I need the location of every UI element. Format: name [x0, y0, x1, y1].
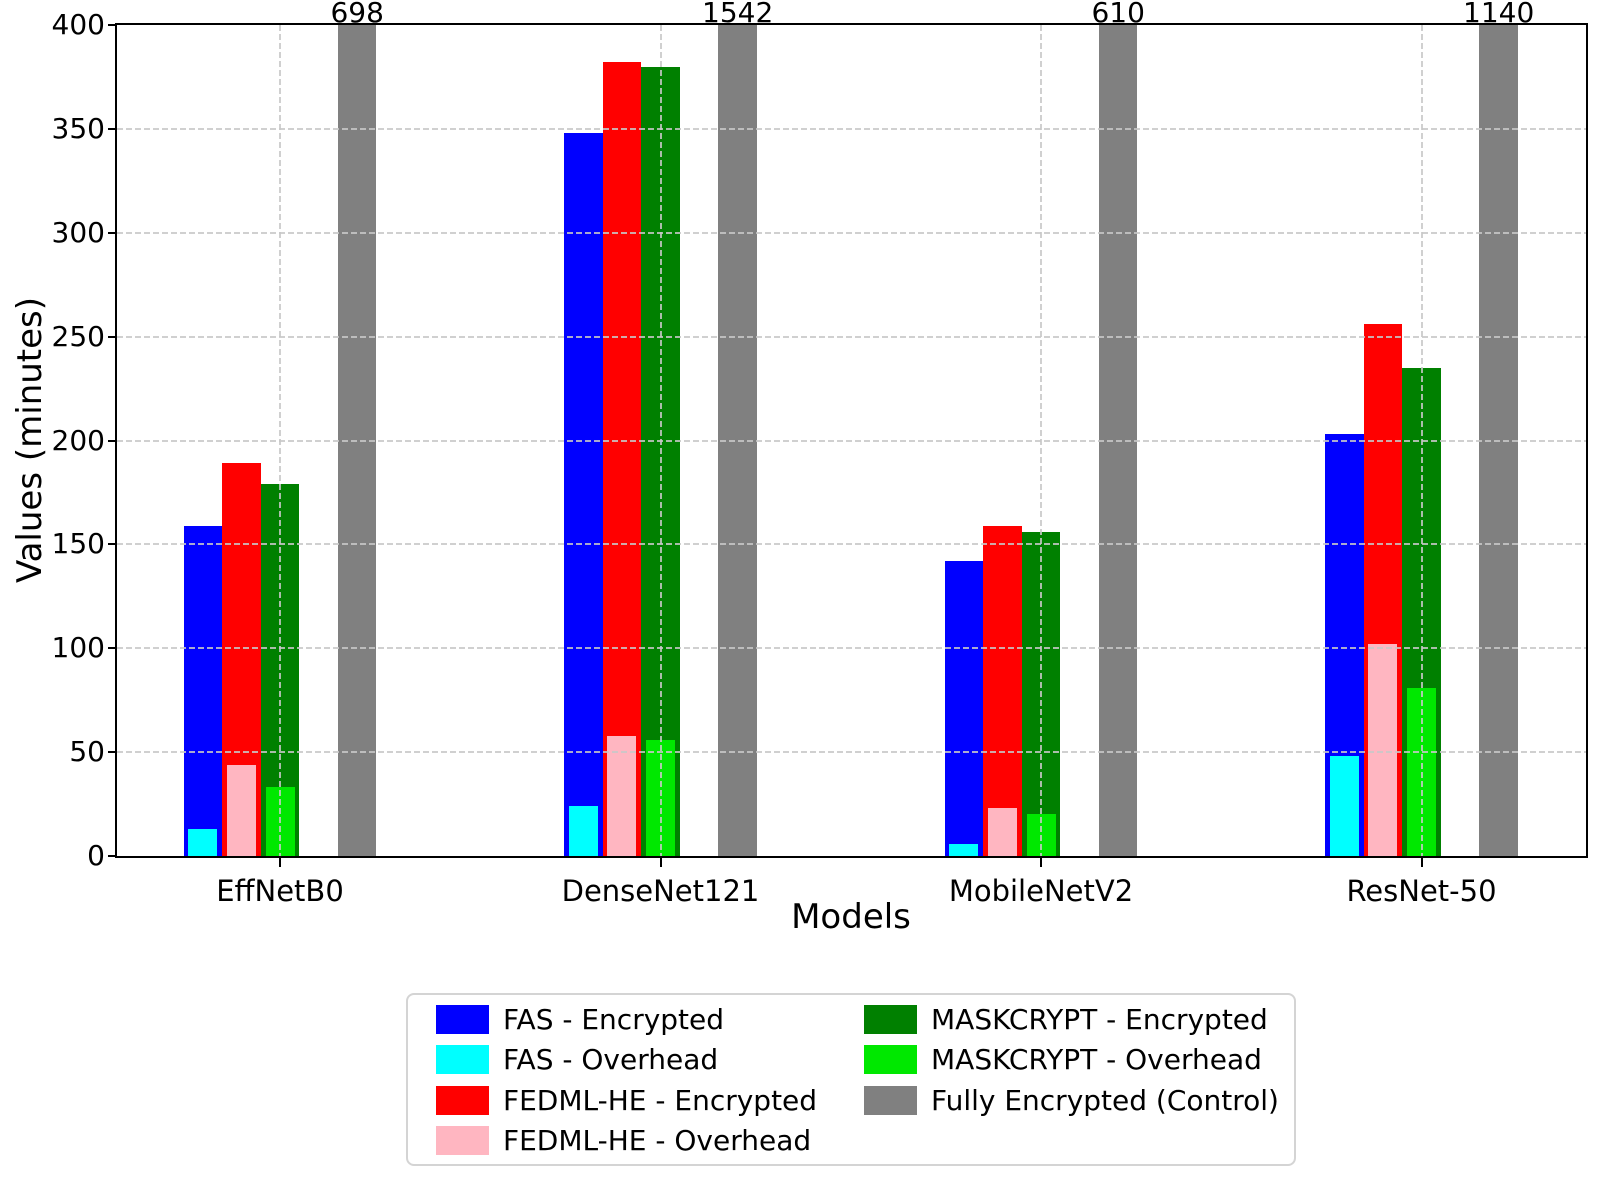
y-tick-label-150: 150 — [51, 527, 105, 561]
gridline-vertical-effnetb0 — [279, 25, 281, 856]
y-tick-label-100: 100 — [51, 631, 105, 665]
bar-fas-overhead-effnetb0 — [188, 828, 218, 856]
x-tick-label-mobilenetv2: MobileNetV2 — [948, 874, 1134, 908]
bar-fas-overhead-densenet121 — [568, 806, 598, 856]
legend-label-maskcrypt-encrypted: MASKCRYPT - Encrypted — [931, 1002, 1268, 1036]
legend-label-fedml-he-overhead: FEDML-HE - Overhead — [503, 1124, 812, 1157]
y-tick-mark-300 — [108, 231, 117, 234]
gridline-vertical-resnet-50 — [1420, 25, 1423, 856]
gridline-vertical-densenet121 — [659, 25, 662, 856]
legend-swatch-fedml-he-overhead — [436, 1126, 489, 1155]
legend-swatch-maskcrypt-overhead — [864, 1045, 917, 1074]
bar-fedml-he-overhead-resnet-50 — [1368, 644, 1398, 856]
control-value-label-resnet-50: 1140 — [1463, 0, 1535, 29]
gridline-vertical-mobilenetv2 — [1040, 25, 1042, 856]
y-tick-label-250: 250 — [51, 319, 105, 353]
y-tick-mark-100 — [108, 647, 117, 650]
y-tick-mark-250 — [108, 335, 117, 338]
legend-swatch-maskcrypt-encrypted — [864, 1004, 917, 1034]
control-value-label-effnetb0: 698 — [330, 0, 384, 29]
legend-swatch-fully-encrypted-control — [864, 1085, 917, 1115]
x-tick-mark-mobilenetv2 — [1040, 858, 1042, 867]
gridline-horizontal-150 — [117, 543, 1586, 546]
y-tick-mark-50 — [108, 751, 117, 754]
legend-label-fedml-he-encrypted: FEDML-HE - Encrypted — [503, 1083, 818, 1117]
gridline-horizontal-300 — [117, 231, 1586, 234]
bar-fedml-he-encrypted-mobilenetv2 — [983, 525, 1022, 856]
y-tick-label-200: 200 — [51, 423, 105, 457]
control-value-label-mobilenetv2: 610 — [1091, 0, 1145, 29]
axis-spine-bottom — [115, 856, 1588, 858]
y-tick-label-350: 350 — [51, 111, 105, 145]
legend-label-fas-encrypted: FAS - Encrypted — [503, 1002, 725, 1036]
gridline-horizontal-200 — [117, 439, 1586, 442]
bar-fas-encrypted-mobilenetv2 — [944, 560, 984, 856]
x-axis-title: Models — [791, 897, 911, 937]
y-tick-label-50: 50 — [69, 735, 105, 769]
x-tick-label-densenet121: DenseNet121 — [561, 874, 760, 908]
bar-fedml-he-overhead-effnetb0 — [226, 764, 256, 856]
y-tick-mark-400 — [108, 24, 117, 26]
y-tick-mark-0 — [108, 855, 117, 857]
legend-swatch-fedml-he-encrypted — [436, 1085, 489, 1115]
legend-label-fully-encrypted-control: Fully Encrypted (Control) — [931, 1083, 1279, 1117]
y-tick-mark-150 — [108, 543, 117, 546]
y-tick-mark-200 — [108, 439, 117, 442]
x-tick-mark-densenet121 — [659, 858, 662, 867]
bar-fas-encrypted-effnetb0 — [183, 525, 223, 856]
gridline-horizontal-100 — [117, 647, 1586, 650]
axis-spine-top — [115, 23, 1588, 25]
gridline-horizontal-350 — [117, 127, 1586, 130]
control-value-label-densenet121: 1542 — [702, 0, 774, 29]
x-tick-label-resnet-50: ResNet-50 — [1346, 874, 1497, 908]
bar-fas-overhead-resnet-50 — [1329, 756, 1359, 856]
gridline-horizontal-250 — [117, 335, 1586, 338]
gridline-horizontal-50 — [117, 751, 1586, 754]
x-tick-mark-resnet-50 — [1420, 858, 1423, 867]
x-tick-label-effnetb0: EffNetB0 — [216, 874, 344, 908]
y-tick-label-300: 300 — [51, 215, 105, 249]
y-tick-label-400: 400 — [51, 8, 105, 41]
axis-spine-right — [1586, 23, 1588, 858]
legend-label-fas-overhead: FAS - Overhead — [503, 1043, 719, 1076]
legend: FAS - Encrypted FAS - Overhead FEDML-HE - … — [406, 993, 1296, 1166]
bar-fas-overhead-mobilenetv2 — [949, 843, 979, 856]
bar-fedml-he-overhead-densenet121 — [607, 735, 637, 856]
legend-swatch-fas-encrypted — [436, 1004, 489, 1034]
legend-swatch-fas-overhead — [436, 1045, 489, 1074]
bar-fas-encrypted-densenet121 — [564, 133, 603, 856]
bar-fedml-he-overhead-mobilenetv2 — [987, 808, 1017, 856]
axis-spine-left — [115, 23, 117, 858]
y-tick-label-0: 0 — [87, 839, 105, 872]
x-tick-mark-effnetb0 — [279, 858, 281, 867]
bar-fedml-he-encrypted-densenet121 — [602, 62, 642, 856]
y-tick-mark-350 — [108, 127, 117, 130]
legend-label-maskcrypt-overhead: MASKCRYPT - Overhead — [931, 1043, 1262, 1076]
